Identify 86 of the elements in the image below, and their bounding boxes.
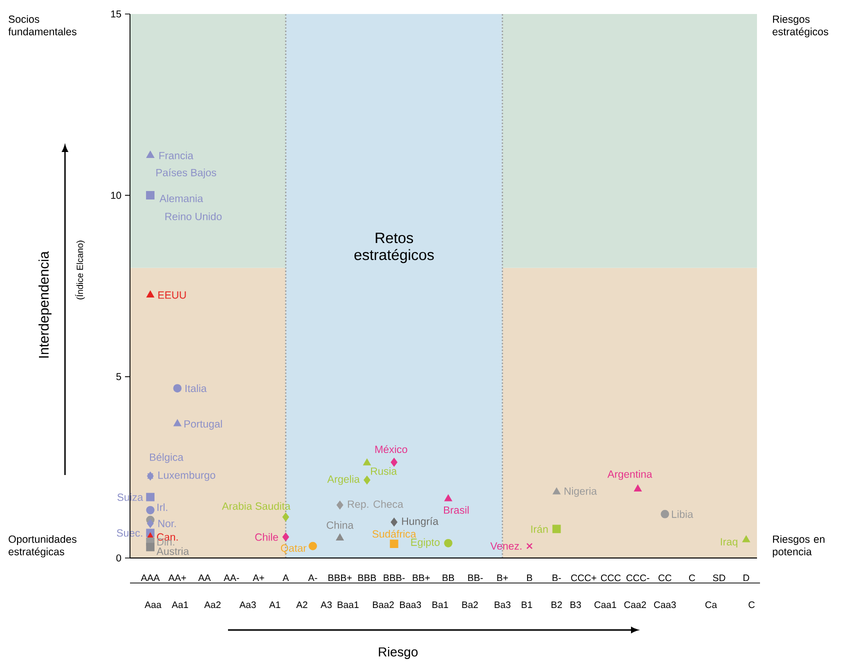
series-label: Nor. bbox=[158, 520, 176, 528]
x-tick-label: A bbox=[282, 574, 289, 582]
x-tick-label: AA+ bbox=[168, 574, 186, 582]
text: (Índice Elcano) bbox=[75, 240, 85, 300]
series-label: Luxemburgo bbox=[158, 471, 216, 481]
text: A2 bbox=[296, 601, 308, 608]
x-tick-label: A+ bbox=[252, 574, 264, 582]
series-label: Venez. bbox=[490, 542, 522, 550]
text: Baa1 bbox=[338, 601, 359, 608]
series-label: Francia bbox=[159, 152, 194, 160]
x-tick-label: BBB+ bbox=[328, 574, 352, 582]
series-label: Argentina bbox=[607, 470, 652, 480]
series-label: Argelia bbox=[327, 475, 360, 485]
y-tick-label: 10 bbox=[111, 192, 122, 199]
series-label: Rusia bbox=[371, 467, 397, 475]
text: B3 bbox=[570, 601, 581, 608]
series-label: Austria bbox=[156, 547, 190, 555]
text: Aa3 bbox=[239, 601, 256, 608]
series-label: Italia bbox=[186, 384, 207, 392]
text: Baa2 bbox=[372, 601, 394, 608]
x-tick-label: AA- bbox=[224, 574, 240, 582]
x-tick-label: B+ bbox=[497, 574, 508, 582]
text: Riesgos estratégicos bbox=[772, 15, 828, 38]
series-label: Reino Unido bbox=[165, 212, 222, 220]
series-label: Brasil bbox=[444, 506, 469, 514]
x-tick-label: D bbox=[744, 574, 750, 582]
x-tick-label: CCC- bbox=[626, 574, 650, 582]
x-tick-label: BB- bbox=[468, 574, 483, 582]
x-tick-label: B- bbox=[552, 574, 561, 582]
text: Socios fundamentales bbox=[8, 15, 76, 36]
x-tick-label: CCC bbox=[600, 574, 621, 582]
series-label: Rep. Checa bbox=[348, 500, 404, 510]
text: A1 bbox=[269, 601, 280, 608]
text: Aa2 bbox=[204, 601, 221, 608]
text: Caa2 bbox=[624, 601, 646, 608]
text: Riesgo bbox=[378, 646, 418, 660]
series-label: Portugal bbox=[184, 420, 222, 430]
series-label: Sudáfrica bbox=[372, 530, 416, 538]
text: Ca bbox=[705, 601, 718, 608]
text: Ba1 bbox=[432, 601, 448, 608]
series-label: Arabia Saudita bbox=[222, 502, 291, 510]
series-label: Libia bbox=[672, 510, 694, 518]
text: Ba2 bbox=[462, 601, 478, 608]
text: C bbox=[748, 601, 755, 608]
series-label: Nigeria bbox=[564, 487, 597, 497]
x-tick-label: SD bbox=[712, 574, 726, 582]
series-label: Iraq bbox=[720, 538, 738, 548]
series-label: Hungría bbox=[402, 517, 438, 528]
series-label: Qatar bbox=[280, 544, 306, 554]
text: Aa1 bbox=[172, 601, 188, 608]
y-tick-label: 15 bbox=[111, 10, 122, 18]
x-tick-label: BBB bbox=[358, 574, 376, 582]
x-tick-label: BB bbox=[442, 574, 454, 582]
x-tick-label: CCC+ bbox=[571, 574, 596, 582]
series-label: Egipto bbox=[411, 538, 440, 548]
band-label: Retos estratégicos bbox=[354, 232, 434, 264]
text: A3 bbox=[320, 601, 332, 608]
x-tick-label: AAA bbox=[140, 574, 160, 582]
text: Riesgos en potencia bbox=[772, 535, 824, 558]
y-tick-label: 0 bbox=[116, 554, 122, 562]
y-tick-label: 5 bbox=[116, 373, 122, 380]
x-tick-label: C bbox=[689, 574, 696, 582]
x-tick-label: B bbox=[527, 574, 532, 582]
x-tick-label: CC bbox=[658, 574, 672, 582]
series-label: China bbox=[326, 521, 354, 529]
text: Caa1 bbox=[594, 601, 616, 608]
x-tick-label: BBB- bbox=[384, 574, 405, 582]
text: Ba3 bbox=[494, 601, 510, 608]
text: B2 bbox=[552, 601, 562, 608]
series-label: Irl. bbox=[157, 503, 168, 511]
text: Oportunidades estratégicas bbox=[8, 535, 76, 558]
x-tick-label: A- bbox=[308, 574, 318, 582]
series-label: Irán bbox=[531, 525, 548, 533]
series-label: México bbox=[375, 445, 408, 454]
series-label: Países Bajos bbox=[156, 168, 216, 178]
series-label: Bélgica bbox=[150, 453, 184, 463]
text: Aaa bbox=[144, 601, 162, 608]
y-axis-title: Interdependencia bbox=[38, 251, 52, 358]
series-label: Chile bbox=[255, 533, 278, 541]
x-tick-label: AA bbox=[198, 574, 211, 582]
text: Baa3 bbox=[400, 601, 421, 608]
series-label: Alemania bbox=[160, 194, 204, 202]
x-tick-label: BB+ bbox=[412, 574, 430, 582]
text: B1 bbox=[522, 601, 532, 608]
text: Caa3 bbox=[654, 601, 676, 608]
series-label: EEUU bbox=[158, 291, 186, 299]
